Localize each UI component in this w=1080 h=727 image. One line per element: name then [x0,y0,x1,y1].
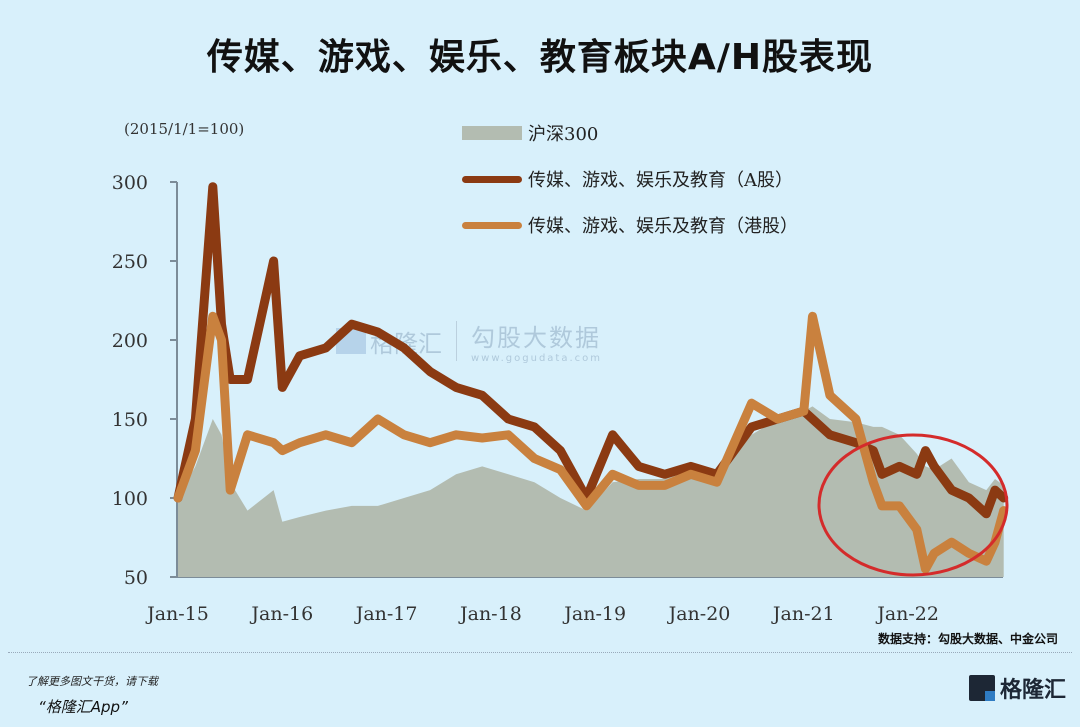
svg-text:250: 250 [112,251,148,273]
footer-divider [8,652,1072,653]
legend-label: 沪深300 [528,124,599,145]
svg-text:Jan-16: Jan-16 [249,603,313,625]
svg-text:100: 100 [112,488,148,510]
legend-item-csi300: 沪深300 [462,110,798,156]
legend-swatch-area [462,126,522,140]
svg-text:Jan-17: Jan-17 [354,603,418,625]
a-share-line [173,182,1009,519]
y-axis-unit-label: (2015/1/1=100) [124,120,245,138]
legend-swatch-line [462,221,522,229]
brand-logo: 格隆汇 [968,672,1066,704]
svg-text:Jan-15: Jan-15 [145,603,209,625]
svg-text:Jan-19: Jan-19 [562,603,626,625]
svg-text:150: 150 [112,409,148,431]
highlight-ellipse [817,433,1009,577]
promo-text: 了解更多图文干货，请下载 [26,675,158,688]
legend-swatch-line [462,175,522,183]
svg-text:50: 50 [124,567,148,589]
watermark: 格隆汇 勾股大数据 www.gogudata.com [336,318,602,364]
brand-g-icon [968,675,995,701]
legend: 沪深300 传媒、游戏、娱乐及教育（A股） 传媒、游戏、娱乐及教育（港股） [462,110,798,248]
watermark-url: www.gogudata.com [471,353,603,364]
brand-name: 格隆汇 [999,678,1066,703]
svg-text:300: 300 [112,172,148,194]
hk-share-line [173,311,1009,574]
svg-text:Jan-22: Jan-22 [875,603,939,625]
promo-app-name: “格隆汇App” [38,698,128,716]
svg-text:200: 200 [112,330,148,352]
legend-label: 传媒、游戏、娱乐及教育（A股） [528,170,793,191]
svg-text:Jan-18: Jan-18 [458,603,522,625]
legend-item-a-share: 传媒、游戏、娱乐及教育（A股） [462,156,798,202]
watermark-divider [456,321,457,361]
x-ticks: Jan-15 Jan-16 Jan-17 Jan-18 Jan-19 Jan-20 Jan-… [145,603,939,625]
legend-item-hk-share: 传媒、游戏、娱乐及教育（港股） [462,202,798,248]
csi300-area [178,406,1004,577]
legend-label: 传媒、游戏、娱乐及教育（港股） [528,216,798,237]
watermark-sub: 勾股大数据 [471,324,601,352]
chart-title: 传媒、游戏、娱乐、教育板块A/H股表现 [206,37,874,78]
svg-text:Jan-20: Jan-20 [667,603,731,625]
svg-text:Jan-21: Jan-21 [771,603,835,625]
y-ticks: 50 100 150 200 250 300 [112,172,177,589]
data-source: 数据支持：勾股大数据、中金公司 [877,632,1058,646]
